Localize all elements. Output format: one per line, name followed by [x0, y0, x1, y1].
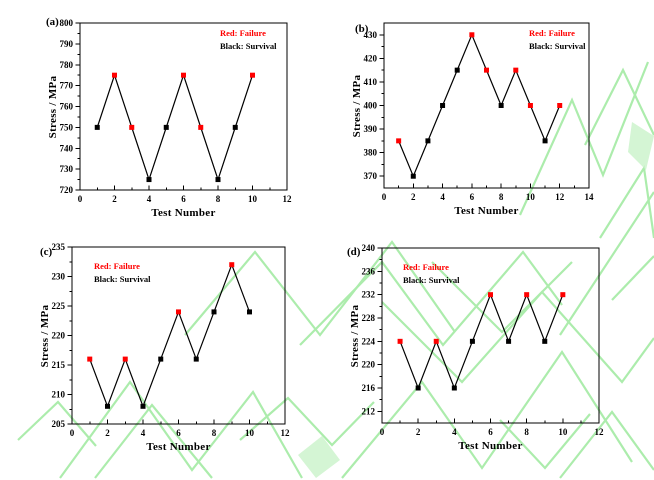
svg-text:12: 12: [283, 194, 293, 204]
legend-entry-survival: Black: Survival: [220, 40, 277, 51]
svg-text:400: 400: [364, 101, 378, 111]
svg-text:4: 4: [452, 427, 457, 437]
panel-label-d: (d): [347, 246, 361, 258]
svg-text:232: 232: [362, 290, 376, 300]
svg-text:0: 0: [382, 192, 387, 202]
svg-text:6: 6: [470, 192, 475, 202]
y-axis-title-c: Stress / MPa: [39, 304, 51, 367]
svg-text:10: 10: [558, 427, 568, 437]
svg-text:12: 12: [555, 192, 565, 202]
svg-text:0: 0: [78, 194, 83, 204]
svg-text:790: 790: [60, 39, 74, 49]
svg-text:780: 780: [60, 60, 74, 70]
svg-text:0: 0: [70, 428, 75, 438]
svg-text:390: 390: [364, 124, 378, 134]
legend-d: Red: Failure Black: Survival: [403, 261, 459, 286]
svg-text:0: 0: [380, 427, 385, 437]
x-axis-title-a: Test Number: [151, 207, 216, 219]
svg-text:6: 6: [488, 427, 493, 437]
subplot-d: 0 2 4 6 8 10 12 212 216 220 224 228 232 236 240 (d) Re…: [327, 240, 654, 480]
svg-text:750: 750: [60, 122, 74, 132]
legend-entry-failure: Red: Failure: [403, 262, 449, 272]
svg-text:224: 224: [362, 336, 376, 346]
svg-text:2: 2: [105, 428, 110, 438]
x-axis-title-d: Test Number: [458, 440, 523, 452]
svg-text:8: 8: [216, 194, 221, 204]
svg-text:12: 12: [595, 427, 605, 437]
svg-text:760: 760: [60, 102, 74, 112]
svg-text:4: 4: [147, 194, 152, 204]
subplot-b: 0 2 4 6 8 10 12 14 370 380 390 400 410 420 430 (b) Red…: [327, 0, 654, 240]
svg-text:430: 430: [364, 30, 378, 40]
plot-area-c: 0 2 4 6 8 10 12 205 210 215 220 225 230 235: [52, 242, 291, 438]
subplot-c: 0 2 4 6 8 10 12 205 210 215 220 225 230 235 (c) Red: …: [0, 240, 327, 480]
svg-text:740: 740: [60, 143, 74, 153]
legend-entry-failure: Red: Failure: [529, 28, 575, 38]
x-axis-title-c: Test Number: [146, 441, 211, 453]
svg-text:2: 2: [411, 192, 416, 202]
svg-text:10: 10: [526, 192, 536, 202]
svg-text:14: 14: [585, 192, 595, 202]
svg-text:8: 8: [499, 192, 504, 202]
svg-text:10: 10: [248, 194, 258, 204]
svg-text:380: 380: [364, 148, 378, 158]
svg-text:228: 228: [362, 313, 376, 323]
subplot-a: 0 2 4 6 8 10 12 720 730 740 750 760 770 780 790 800 (a)…: [0, 0, 327, 240]
svg-text:2: 2: [112, 194, 117, 204]
svg-text:730: 730: [60, 164, 74, 174]
svg-text:235: 235: [52, 242, 66, 252]
y-axis-title-a: Stress / MPa: [47, 75, 59, 138]
svg-text:215: 215: [52, 360, 66, 370]
svg-text:240: 240: [362, 243, 376, 253]
svg-text:220: 220: [362, 360, 376, 370]
legend-a: Red: Failure Black: Survival: [220, 27, 276, 52]
svg-text:6: 6: [176, 428, 181, 438]
svg-text:225: 225: [52, 301, 66, 311]
legend-entry-survival: Black: Survival: [403, 274, 460, 285]
svg-text:10: 10: [245, 428, 255, 438]
svg-text:420: 420: [364, 53, 378, 63]
svg-text:4: 4: [141, 428, 146, 438]
svg-text:210: 210: [52, 390, 66, 400]
panel-label-c: (c): [40, 246, 53, 258]
svg-text:410: 410: [364, 77, 378, 87]
svg-text:230: 230: [52, 272, 66, 282]
svg-text:370: 370: [364, 171, 378, 181]
svg-text:770: 770: [60, 81, 74, 91]
svg-text:220: 220: [52, 331, 66, 341]
legend-entry-failure: Red: Failure: [94, 261, 140, 271]
svg-text:8: 8: [524, 427, 529, 437]
y-axis-title-b: Stress / MPa: [351, 74, 363, 137]
legend-entry-survival: Black: Survival: [94, 273, 151, 284]
panel-label-b: (b): [355, 23, 369, 35]
panel-label-a: (a): [46, 16, 59, 28]
svg-text:212: 212: [362, 406, 376, 416]
y-axis-title-d: Stress / MPa: [349, 304, 361, 367]
svg-text:236: 236: [362, 266, 376, 276]
svg-text:720: 720: [60, 185, 74, 195]
legend-b: Red: Failure Black: Survival: [529, 27, 585, 52]
svg-text:216: 216: [362, 383, 376, 393]
svg-text:6: 6: [181, 194, 186, 204]
svg-text:8: 8: [212, 428, 217, 438]
legend-entry-failure: Red: Failure: [220, 28, 266, 38]
svg-text:205: 205: [52, 419, 66, 429]
x-axis-title-b: Test Number: [454, 205, 519, 217]
legend-entry-survival: Black: Survival: [529, 40, 586, 51]
plot-area-b: 0 2 4 6 8 10 12 14 370 380 390 400 410 420 430: [364, 22, 595, 202]
svg-text:800: 800: [60, 18, 74, 28]
svg-text:12: 12: [281, 428, 291, 438]
legend-c: Red: Failure Black: Survival: [94, 260, 150, 285]
plot-area-d: 0 2 4 6 8 10 12 212 216 220 224 228 232 236 240: [362, 243, 605, 437]
svg-text:4: 4: [440, 192, 445, 202]
plot-area-a: 0 2 4 6 8 10 12 720 730 740 750 760 770 780 790 800: [60, 18, 293, 204]
svg-text:2: 2: [416, 427, 421, 437]
